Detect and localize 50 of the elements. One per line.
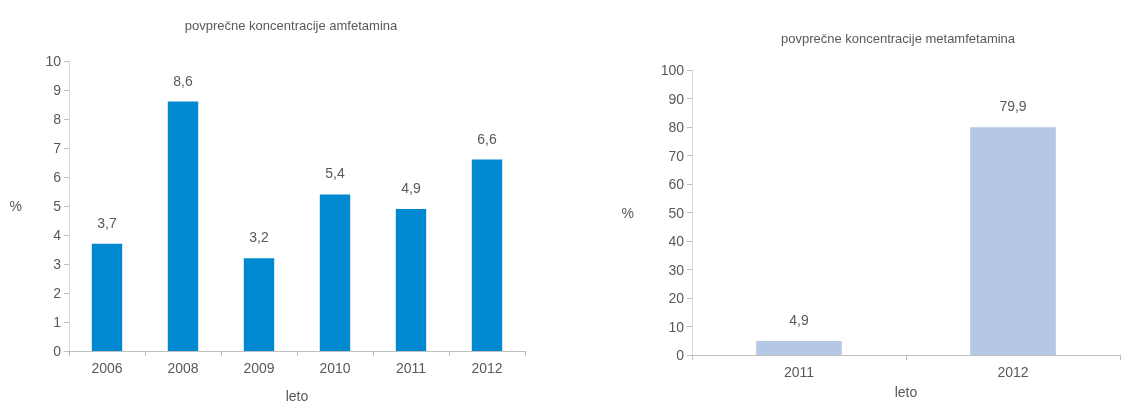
x-tick-label: 2011	[395, 360, 427, 376]
y-tick-label: 60	[668, 176, 685, 192]
bar	[91, 243, 123, 351]
y-axis-title: %	[621, 204, 634, 221]
bar	[243, 258, 275, 351]
y-axis-title: %	[9, 198, 22, 214]
data-label: 8,6	[173, 72, 193, 89]
y-tick-label: 7	[53, 140, 62, 156]
y-tick-label: 30	[668, 261, 685, 278]
x-tick-label: 2011	[783, 364, 815, 380]
chart-title: povprečne koncentracije amfetamina	[184, 18, 398, 33]
y-tick-label: 4	[53, 227, 62, 243]
y-tick-label: 6	[53, 169, 62, 185]
bar	[395, 208, 427, 351]
x-axis-title: leto	[894, 384, 918, 400]
y-tick-label: 9	[53, 82, 62, 98]
bar	[167, 101, 199, 351]
x-tick-label: 2008	[167, 360, 199, 376]
y-tick-label: 8	[53, 111, 62, 127]
y-tick-label: 5	[53, 198, 62, 214]
y-tick-label: 3	[53, 256, 62, 272]
y-tick-label: 90	[668, 90, 685, 107]
bar	[471, 159, 503, 351]
y-tick-label: 10	[45, 53, 62, 69]
data-label: 5,4	[325, 165, 345, 182]
x-tick-label: 2012	[997, 364, 1029, 380]
data-label: 6,6	[477, 130, 497, 147]
bar	[319, 194, 351, 351]
y-tick-label: 0	[53, 343, 62, 359]
data-label: 79,9	[999, 98, 1027, 115]
x-tick-label: 2010	[319, 360, 351, 376]
y-tick-label: 70	[668, 147, 685, 164]
y-tick-label: 2	[53, 285, 62, 301]
x-tick-label: 2009	[243, 360, 275, 376]
y-tick-label: 100	[660, 62, 685, 78]
data-label: 3,2	[249, 229, 269, 246]
y-tick-label: 0	[676, 347, 685, 363]
y-tick-label: 80	[668, 119, 685, 135]
data-label: 4,9	[401, 179, 421, 196]
y-tick-label: 40	[668, 233, 685, 249]
y-tick-label: 50	[668, 204, 685, 221]
x-axis-title: leto	[285, 388, 309, 404]
x-tick-label: 2006	[91, 360, 123, 376]
x-tick-label: 2012	[471, 360, 503, 376]
data-label: 3,7	[97, 214, 117, 231]
chart-title: povprečne koncentracije metamfetamina	[780, 31, 1016, 46]
data-label: 4,9	[789, 312, 809, 329]
y-tick-label: 10	[668, 318, 685, 335]
y-tick-label: 1	[53, 314, 62, 330]
y-tick-label: 20	[668, 290, 685, 306]
